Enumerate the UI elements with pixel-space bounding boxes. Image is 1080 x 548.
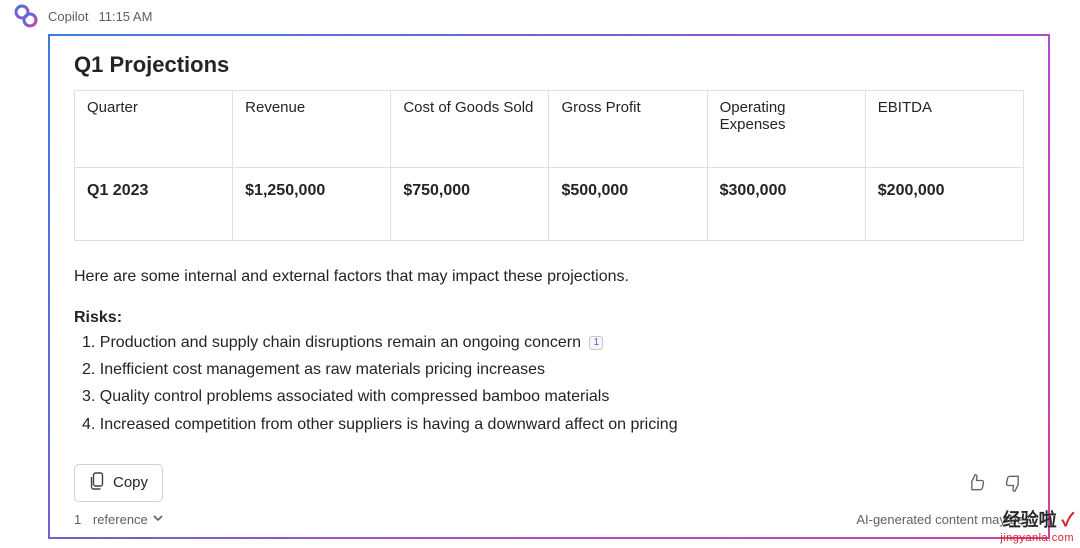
list-item: 1. Production and supply chain disruptio… xyxy=(82,329,1024,356)
list-text: Production and supply chain disruptions … xyxy=(100,334,581,351)
copy-icon xyxy=(89,472,105,494)
card-footer: Copy xyxy=(74,464,1024,502)
message-timestamp: 11:15 AM xyxy=(98,9,152,24)
table-header-cell: Gross Profit xyxy=(549,91,707,168)
thumbs-down-icon[interactable] xyxy=(1004,473,1024,493)
watermark-check-icon: ✓ xyxy=(1062,510,1074,530)
intro-text: Here are some internal and external fact… xyxy=(74,265,1024,289)
message-header: Copilot 11:15 AM xyxy=(0,0,1080,34)
risks-list: 1. Production and supply chain disruptio… xyxy=(74,329,1024,438)
list-item: 3. Quality control problems associated w… xyxy=(82,383,1024,410)
table-header-cell: EBITDA xyxy=(865,91,1023,168)
app-label: Copilot xyxy=(48,9,88,24)
table-header-cell: Quarter xyxy=(75,91,233,168)
reference-label: reference xyxy=(93,512,148,527)
copy-label: Copy xyxy=(113,474,148,491)
table-row: Q1 2023 $1,250,000 $750,000 $500,000 $30… xyxy=(75,168,1024,241)
table-cell: $300,000 xyxy=(707,168,865,241)
card-subfooter: 1 reference AI-generated content may be xyxy=(74,512,1024,527)
list-number: 4. xyxy=(82,416,95,433)
ai-disclaimer: AI-generated content may be xyxy=(856,512,1024,527)
citation-badge[interactable]: 1 xyxy=(589,336,603,350)
reference-count: 1 xyxy=(74,512,81,527)
thumbs-up-icon[interactable] xyxy=(966,473,986,493)
risks-heading: Risks: xyxy=(74,309,1024,327)
response-card: Q1 Projections Quarter Revenue Cost of G… xyxy=(48,34,1050,539)
table-cell: $200,000 xyxy=(865,168,1023,241)
copy-button[interactable]: Copy xyxy=(74,464,163,502)
table-header-cell: Cost of Goods Sold xyxy=(391,91,549,168)
table-header-row: Quarter Revenue Cost of Goods Sold Gross… xyxy=(75,91,1024,168)
table-cell: $1,250,000 xyxy=(233,168,391,241)
list-number: 2. xyxy=(82,361,95,378)
table-cell: Q1 2023 xyxy=(75,168,233,241)
list-text: Quality control problems associated with… xyxy=(100,388,610,405)
card-title: Q1 Projections xyxy=(74,52,1024,78)
list-number: 1. xyxy=(82,334,95,351)
table-cell: $500,000 xyxy=(549,168,707,241)
list-item: 4. Increased competition from other supp… xyxy=(82,411,1024,438)
table-header-cell: Operating Expenses xyxy=(707,91,865,168)
table-header-cell: Revenue xyxy=(233,91,391,168)
chevron-down-icon xyxy=(152,512,164,527)
list-number: 3. xyxy=(82,388,95,405)
list-item: 2. Inefficient cost management as raw ma… xyxy=(82,356,1024,383)
feedback-group xyxy=(966,473,1024,493)
references-toggle[interactable]: 1 reference xyxy=(74,512,164,527)
list-text: Inefficient cost management as raw mater… xyxy=(100,361,545,378)
list-text: Increased competition from other supplie… xyxy=(100,416,678,433)
table-cell: $750,000 xyxy=(391,168,549,241)
projections-table: Quarter Revenue Cost of Goods Sold Gross… xyxy=(74,90,1024,241)
copilot-logo-icon xyxy=(14,4,38,28)
